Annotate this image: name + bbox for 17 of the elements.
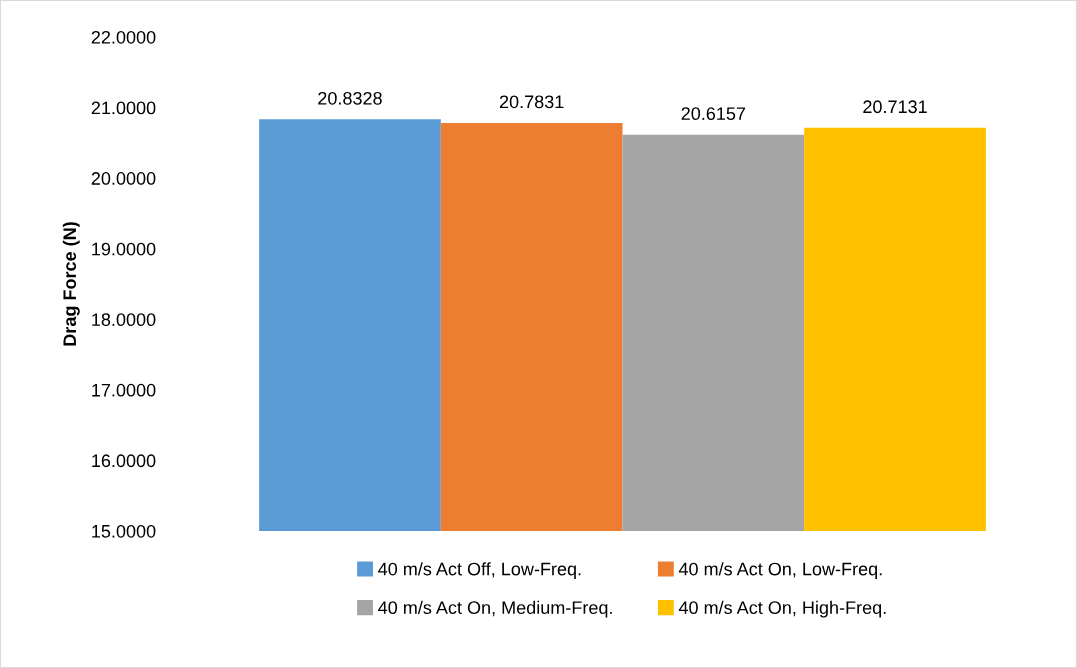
y-tick-label: 17.0000: [92, 383, 156, 397]
legend-label: 40 m/s Act Off, Low-Freq.: [378, 562, 581, 579]
y-tick-label: 16.0000: [92, 454, 156, 468]
y-tick-label: 18.0000: [92, 313, 156, 327]
y-tick-label: 21.0000: [91, 101, 156, 115]
y-tick-label: 15.0000: [92, 524, 156, 538]
y-axis-title: Drag Force (N): [62, 222, 80, 346]
data-label: 20.8328: [318, 91, 382, 105]
legend-label: 40 m/s Act On, High-Freq.: [678, 600, 886, 618]
data-label: 20.7831: [499, 95, 564, 109]
y-tick-label: 22.0000: [91, 30, 156, 44]
data-label: 20.6157: [681, 107, 746, 121]
legend-label: 40 m/s Act On, Low-Freq.: [678, 562, 882, 579]
data-label: 20.7131: [863, 100, 927, 114]
legend-label: 40 m/s Act On, Medium-Freq.: [378, 600, 612, 618]
y-tick-label: 20.0000: [91, 172, 156, 185]
y-tick-label: 19.0000: [92, 242, 156, 256]
